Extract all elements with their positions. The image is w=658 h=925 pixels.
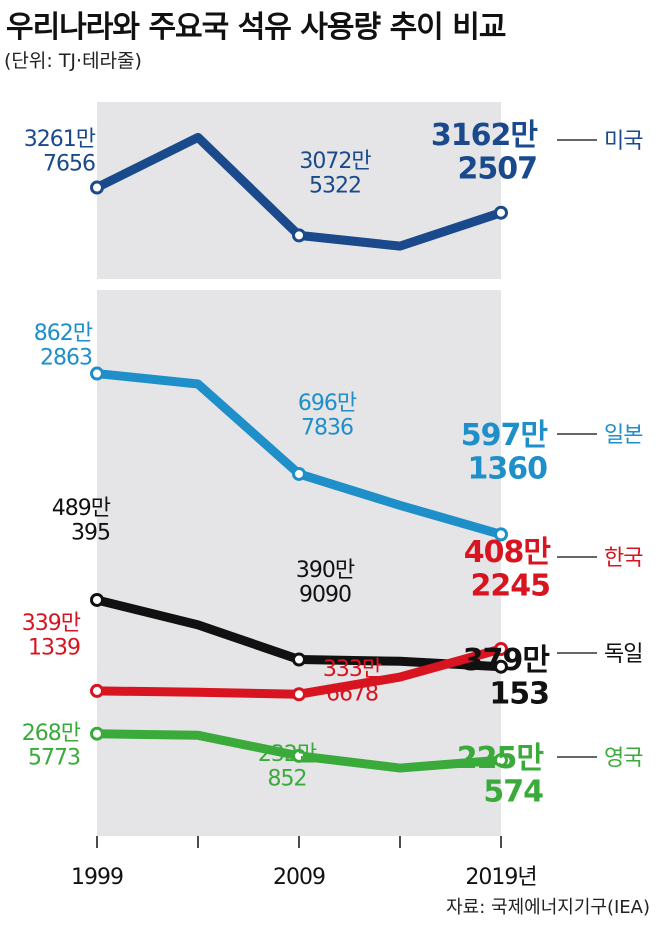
data-label-germany: 9090 <box>299 583 351 608</box>
us-panel-background <box>97 102 501 279</box>
data-point-japan <box>494 527 508 542</box>
data-label-korea: 339만 <box>22 611 81 636</box>
data-point-us <box>292 228 306 243</box>
data-label-japan: 696만 <box>298 391 357 416</box>
data-label-korea: 408만 <box>464 535 552 570</box>
data-label-germany: 390만 <box>296 558 355 583</box>
data-label-uk: 5773 <box>28 746 80 771</box>
data-label-uk: 232만 <box>258 742 317 767</box>
data-point-uk <box>494 753 508 768</box>
data-point-japan <box>90 366 104 381</box>
data-label-us: 7656 <box>43 152 95 177</box>
x-tick-label: 2009 <box>273 865 325 890</box>
data-label-korea: 1339 <box>28 636 80 661</box>
data-point-germany <box>494 659 508 674</box>
data-label-germany: 489만 <box>52 496 111 521</box>
legend-label-germany: 독일 <box>604 642 642 667</box>
data-point-uk <box>90 726 104 741</box>
legend-label-japan: 일본 <box>604 423 643 448</box>
data-point-korea <box>494 642 508 657</box>
data-point-korea <box>90 683 104 698</box>
data-label-japan: 597만 <box>461 418 549 453</box>
x-tick-label: 2019년 <box>465 865 536 890</box>
data-label-japan: 7836 <box>301 416 353 441</box>
series-points <box>90 180 508 768</box>
data-label-japan: 1360 <box>468 452 548 487</box>
data-label-korea: 6678 <box>326 682 378 707</box>
legend-label-uk: 영국 <box>604 746 643 771</box>
data-label-us: 3261만 <box>24 127 96 152</box>
x-tick-marks <box>96 836 502 848</box>
data-label-uk: 574 <box>483 775 543 810</box>
data-label-korea: 333만 <box>323 657 382 682</box>
x-tick-label: 1999 <box>71 865 123 890</box>
data-point-us <box>494 205 508 220</box>
data-label-uk: 225만 <box>457 741 545 776</box>
data-label-germany: 153 <box>489 677 549 712</box>
data-label-germany: 379만 <box>463 643 551 678</box>
data-label-korea: 2245 <box>471 569 551 604</box>
x-axis-labels: 1999 2009 2019년 <box>71 865 538 890</box>
legend-label-us: 미국 <box>604 129 643 154</box>
data-label-japan: 862만 <box>34 321 93 346</box>
unit-note: (단위: TJ·테라줄) <box>4 50 142 72</box>
data-label-uk: 268만 <box>22 721 81 746</box>
data-label-germany: 395 <box>71 521 110 546</box>
data-label-uk: 852 <box>268 767 307 792</box>
data-point-japan <box>292 466 306 481</box>
chart-title: 우리나라와 주요국 석유 사용량 추이 비교 <box>6 10 506 45</box>
data-point-korea <box>292 687 306 702</box>
data-point-us <box>90 180 104 195</box>
data-label-us: 2507 <box>458 152 538 187</box>
data-point-uk <box>292 748 306 763</box>
data-label-us: 3162만 <box>431 118 538 153</box>
data-label-us: 3072만 <box>299 149 371 174</box>
data-point-germany <box>90 592 104 607</box>
data-point-germany <box>292 652 306 667</box>
data-label-japan: 2863 <box>40 346 92 371</box>
data-label-us: 5322 <box>309 174 361 199</box>
legend-label-korea: 한국 <box>604 546 643 571</box>
source-note: 자료: 국제에너지기구(IEA) <box>446 897 650 918</box>
